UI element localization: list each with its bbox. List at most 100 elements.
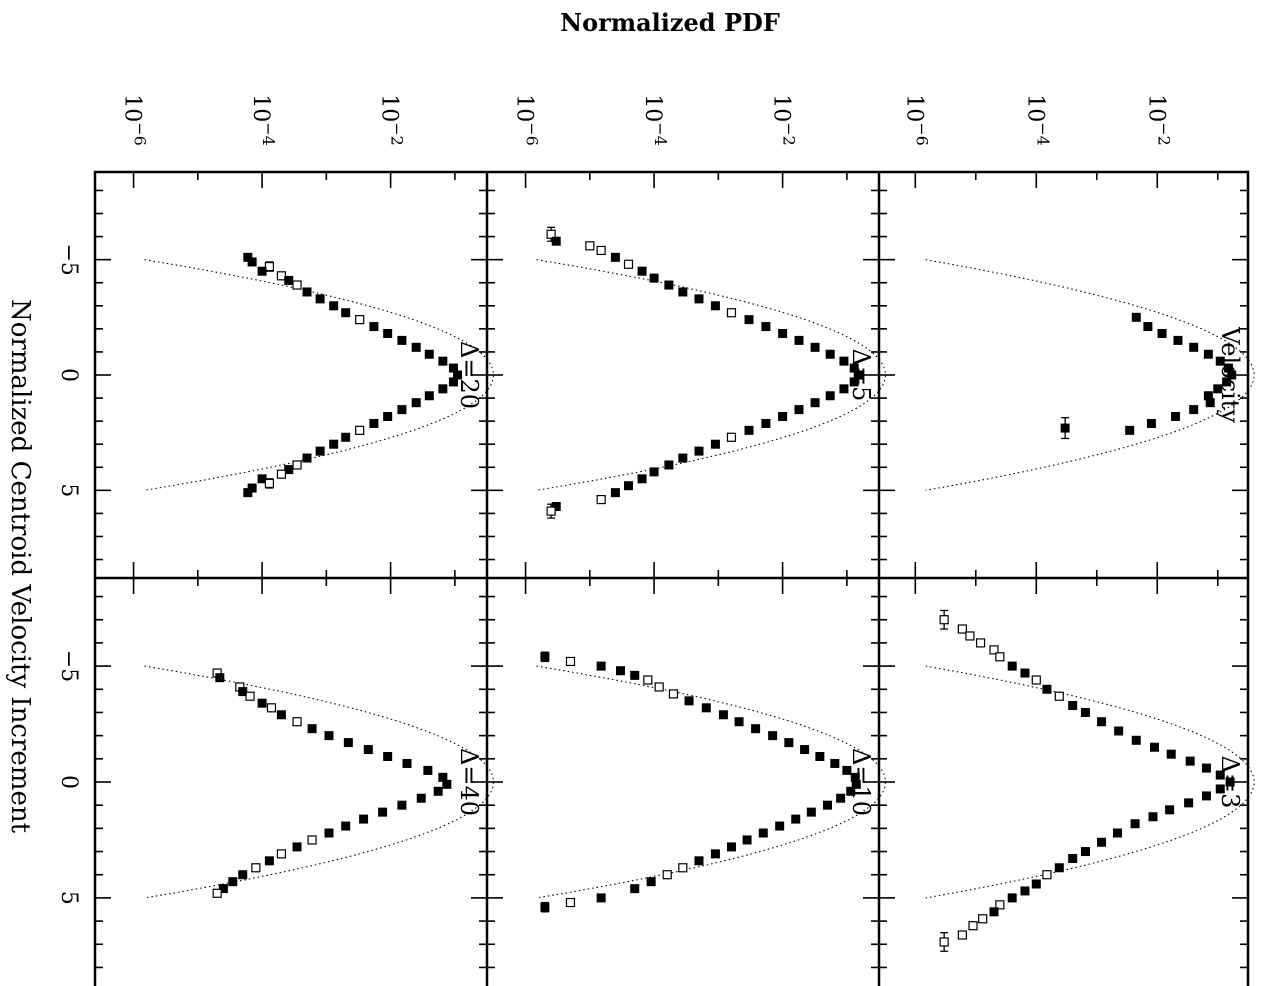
data-point-filled <box>791 814 801 824</box>
data-point-filled <box>744 315 754 325</box>
y-tick-base: 10 <box>769 94 794 122</box>
data-point-filled <box>1184 798 1194 808</box>
data-point-filled <box>664 280 674 290</box>
data-point-filled <box>329 439 339 449</box>
data-point-filled <box>637 266 647 276</box>
data-point-open <box>957 624 967 634</box>
data-point-open <box>965 631 975 641</box>
y-tick-exponent: −2 <box>1154 122 1173 146</box>
data-point-filled <box>397 335 407 345</box>
y-tick-exponent: −2 <box>780 122 799 146</box>
data-point-filled <box>324 731 334 741</box>
data-point-open <box>245 691 255 701</box>
data-point-filled <box>1114 726 1124 736</box>
data-point-filled <box>761 418 771 428</box>
data-point-open <box>1054 691 1064 701</box>
data-point-filled <box>343 738 353 748</box>
data-point-filled <box>1097 717 1107 727</box>
data-point-open <box>623 259 634 269</box>
data-point-filled <box>744 425 754 435</box>
data-point-filled <box>794 335 804 345</box>
gaussian-model-curve <box>536 259 887 491</box>
y-tick-exponent: −6 <box>523 122 542 146</box>
data-point-filled <box>307 724 317 734</box>
data-point-filled <box>276 710 286 720</box>
data-point-filled <box>718 710 728 720</box>
data-point-filled <box>1060 423 1070 433</box>
y-tick-base: 10 <box>1022 94 1047 122</box>
data-point-filled <box>839 356 849 366</box>
data-point-filled <box>823 800 833 810</box>
data-point-filled <box>734 717 744 727</box>
data-point-open <box>995 652 1005 662</box>
data-point-filled <box>324 828 334 838</box>
data-point-filled <box>1068 701 1078 710</box>
data-point-filled <box>1143 322 1153 332</box>
data-point-filled <box>1031 879 1041 889</box>
data-point-filled <box>397 800 407 810</box>
data-point-filled <box>257 698 267 708</box>
data-point-open <box>565 897 576 908</box>
data-point-filled <box>596 661 606 671</box>
data-point-filled <box>1201 791 1211 801</box>
data-point-filled <box>1170 412 1180 422</box>
data-point-filled <box>423 765 433 775</box>
y-tick-base: 10 <box>1143 94 1168 122</box>
data-point-filled <box>264 856 274 866</box>
data-point-filled <box>284 275 294 285</box>
panel: Δ=40 <box>95 578 495 969</box>
data-point-filled <box>610 252 620 262</box>
data-point-filled <box>341 308 351 318</box>
data-point-filled <box>1203 349 1213 359</box>
x-axis-label: Normalized Centroid Velocity Increment <box>5 299 35 834</box>
data-point-filled <box>433 786 443 796</box>
data-point-filled <box>684 696 694 706</box>
data-point-filled <box>810 342 820 352</box>
data-point-filled <box>448 377 458 387</box>
data-point-filled <box>302 287 312 297</box>
gaussian-model-curve <box>144 665 495 899</box>
data-point-open <box>939 937 949 947</box>
data-point-filled <box>416 793 426 803</box>
data-point-filled <box>825 391 835 401</box>
data-point-filled <box>794 405 804 415</box>
data-point-filled <box>1222 377 1232 387</box>
data-point-filled <box>1189 342 1199 352</box>
data-point-filled <box>624 481 634 491</box>
data-point-filled <box>383 328 393 338</box>
data-point-filled <box>1130 819 1140 829</box>
data-point-filled <box>247 257 257 267</box>
x-tick-label: 0 <box>56 368 81 382</box>
data-point-filled <box>701 703 711 713</box>
data-point-filled <box>540 902 550 912</box>
plot-frame <box>93 170 1250 986</box>
data-point-filled <box>815 752 825 761</box>
data-point-filled <box>1020 668 1030 678</box>
x-tick-label: −5 <box>56 650 81 682</box>
x-tick-label: 0 <box>56 775 81 789</box>
data-point-filled <box>1080 707 1090 717</box>
data-point-filled <box>1201 763 1211 773</box>
data-point-open <box>957 930 967 940</box>
data-point-filled <box>341 432 351 442</box>
data-point-filled <box>341 821 351 831</box>
y-tick-exponent: −2 <box>388 122 407 146</box>
data-point-filled <box>830 758 840 768</box>
data-point-filled <box>1205 398 1215 408</box>
data-point-filled <box>1148 812 1158 822</box>
panel: Δ=10 <box>487 578 887 969</box>
panel-label: Δ=20 <box>455 341 483 409</box>
panel: Δ=3 <box>879 578 1255 969</box>
data-point-filled <box>383 752 393 761</box>
data-point-filled <box>842 765 852 775</box>
data-point-filled <box>1166 749 1176 759</box>
data-point-filled <box>215 673 225 683</box>
data-point-filled <box>1157 328 1167 338</box>
x-tick-label: −5 <box>56 243 81 275</box>
data-point-filled <box>302 453 312 463</box>
data-point-filled <box>1068 854 1078 863</box>
gaussian-model-curve <box>144 259 495 491</box>
y-tick-base: 10 <box>120 94 145 122</box>
data-point-open <box>1042 870 1052 880</box>
